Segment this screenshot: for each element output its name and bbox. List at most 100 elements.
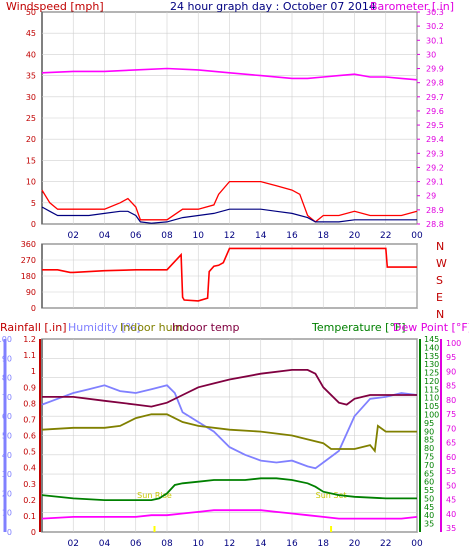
temperature-tick-label: 120 <box>424 377 439 386</box>
temperature-tick-label: 105 <box>424 402 439 411</box>
direction-tick-label: 0 <box>31 304 36 313</box>
barometer-tick-label: 29.8 <box>426 79 444 88</box>
barometer-tick-label: 29.1 <box>426 178 444 187</box>
temperature-tick-label: 140 <box>424 343 439 352</box>
windspeed-tick-label: 40 <box>26 50 36 59</box>
time-tick-label: 18 <box>318 539 330 549</box>
time-tick-label: 14 <box>255 539 267 549</box>
temperature-line <box>41 477 417 502</box>
rainfall-tick-label: 0.1 <box>23 512 36 521</box>
time-tick-label: 10 <box>193 231 205 241</box>
direction-series <box>42 247 417 302</box>
windspeed-tick-label: 15 <box>26 156 36 165</box>
temperature-axis-title: Temperature [°F] <box>311 321 406 334</box>
dewpoint-axis-title: Dew Point [°F] <box>393 321 469 334</box>
time-tick-label: 12 <box>224 231 235 241</box>
temperature-tick-label: 75 <box>424 452 434 461</box>
direction-tick-label: 90 <box>26 288 36 297</box>
temperature-tick-label: 35 <box>424 520 434 529</box>
temperature-tick-label: 125 <box>424 369 439 378</box>
dewpoint-tick-label: 80 <box>446 396 456 405</box>
compass-label: N <box>436 308 444 321</box>
dewpoint-tick-label: 90 <box>446 367 456 376</box>
wind-series <box>41 67 418 224</box>
dewpoint-tick-label: 45 <box>446 496 456 505</box>
average-windspeed-line <box>41 206 417 224</box>
barometer-tick-label: 29.3 <box>426 149 444 158</box>
temperature-tick-label: 45 <box>424 503 434 512</box>
dewpoint-tick-label: 65 <box>446 439 456 448</box>
barometer-tick-label: 30.2 <box>426 22 444 31</box>
humidity-tick-label: 10 <box>2 509 12 518</box>
windspeed-line <box>41 180 418 223</box>
compass-label: S <box>436 274 443 287</box>
barometer-tick-label: 29.4 <box>426 135 444 144</box>
time-tick-label: 22 <box>380 231 391 241</box>
direction-tick-label: 270 <box>21 256 36 265</box>
compass-label: E <box>436 291 443 304</box>
compass-label: W <box>436 257 447 270</box>
indoor-humidity-line <box>41 413 417 454</box>
rainfall-tick-label: 1.2 <box>23 335 36 344</box>
temperature-tick-label: 55 <box>424 486 434 495</box>
barometer-tick-label: 30.3 <box>426 8 444 17</box>
humidity-tick-label: 90 <box>2 354 12 363</box>
compass-label: N <box>436 240 444 253</box>
time-tick-label: 14 <box>255 231 267 241</box>
rainfall-tick-label: 1.1 <box>23 351 36 360</box>
dewpoint-tick-label: 85 <box>446 382 456 391</box>
humidity-tick-label: 50 <box>2 432 12 441</box>
humidity-line <box>41 384 418 470</box>
barometer-tick-label: 29.7 <box>426 93 444 102</box>
temperature-tick-label: 135 <box>424 352 439 361</box>
temperature-tick-label: 50 <box>424 494 434 503</box>
windspeed-tick-label: 30 <box>26 93 36 102</box>
rainfall-tick-label: 0.6 <box>23 432 36 441</box>
humidity-tick-label: 0 <box>7 528 12 537</box>
windspeed-ticks: 0 5 10 15 20 25 30 35 40 45 50 <box>26 8 36 229</box>
time-tick-label: 08 <box>161 539 173 549</box>
time-tick-label: 20 <box>349 539 361 549</box>
barometer-tick-label: 29 <box>426 192 436 201</box>
temperature-tick-label: 90 <box>424 427 434 436</box>
rainfall-tick-label: 0.5 <box>23 448 36 457</box>
time-tick-label: 08 <box>161 231 173 241</box>
barometer-tick-label: 28.8 <box>426 220 444 229</box>
direction-degree-ticks: 0 90 180 270 360 <box>21 240 36 313</box>
barometer-tick-label: 30 <box>426 50 436 59</box>
temperature-tick-label: 40 <box>424 511 434 520</box>
rainfall-axis-title: Rainfall [.in] <box>0 321 67 334</box>
temperature-tick-label: 60 <box>424 478 434 487</box>
dewpoint-tick-label: 55 <box>446 467 456 476</box>
dewpoint-tick-label: 35 <box>446 524 456 533</box>
humidity-tick-label: 70 <box>2 393 12 402</box>
barometer-axis-title: Barometer [.in] <box>370 0 454 13</box>
temperature-tick-label: 130 <box>424 360 439 369</box>
temperature-tick-label: 80 <box>424 444 434 453</box>
barometer-tick-label: 29.6 <box>426 107 444 116</box>
windspeed-tick-label: 0 <box>31 220 36 229</box>
sun-annotation-label: Sun Set <box>316 491 347 500</box>
barometer-ticks: 28.8 28.9 29 29.1 29.2 29.3 29.4 29.5 29.6 29.7 29… <box>417 8 444 229</box>
barometer-line <box>41 67 418 81</box>
dewpoint-tick-label: 100 <box>446 339 461 348</box>
time-tick-label: 20 <box>349 231 361 241</box>
humidity-tick-label: 40 <box>2 451 12 460</box>
time-tick-label: 10 <box>193 539 205 549</box>
dewpoint-tick-label: 60 <box>446 453 456 462</box>
time-tick-label: 00 <box>411 539 423 549</box>
rainfall-tick-label: 0 <box>31 528 36 537</box>
graph-title: 24 hour graph day : October 07 2014 <box>170 0 376 13</box>
climate-axis-ticks: 0 10 20 30 40 50 60 70 80 90 100 0 0.1 0.2 0.3 0.4 0.5 0.… <box>0 335 461 537</box>
temperature-tick-label: 70 <box>424 461 434 470</box>
time-tick-label: 22 <box>380 539 391 549</box>
sun-annotation-label: Sun Rise <box>137 491 172 500</box>
time-tick-label: 00 <box>411 231 423 241</box>
time-tick-label: 02 <box>68 539 79 549</box>
dewpoint-line <box>41 509 418 520</box>
indoor-temperature-line <box>42 368 417 408</box>
barometer-tick-label: 29.2 <box>426 163 444 172</box>
